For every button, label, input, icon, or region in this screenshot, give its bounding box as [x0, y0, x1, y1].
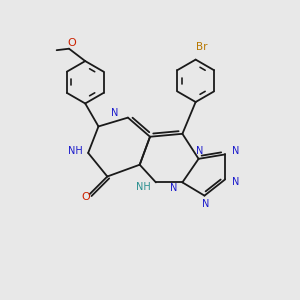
Text: NH: NH [136, 182, 151, 192]
Text: Br: Br [196, 42, 207, 52]
Text: O: O [82, 191, 91, 202]
Text: O: O [68, 38, 76, 48]
Text: NH: NH [68, 146, 83, 157]
Text: N: N [170, 183, 178, 193]
Text: N: N [202, 199, 210, 209]
Text: N: N [232, 146, 239, 156]
Text: N: N [111, 108, 118, 118]
Text: N: N [232, 177, 239, 187]
Text: N: N [196, 146, 204, 156]
